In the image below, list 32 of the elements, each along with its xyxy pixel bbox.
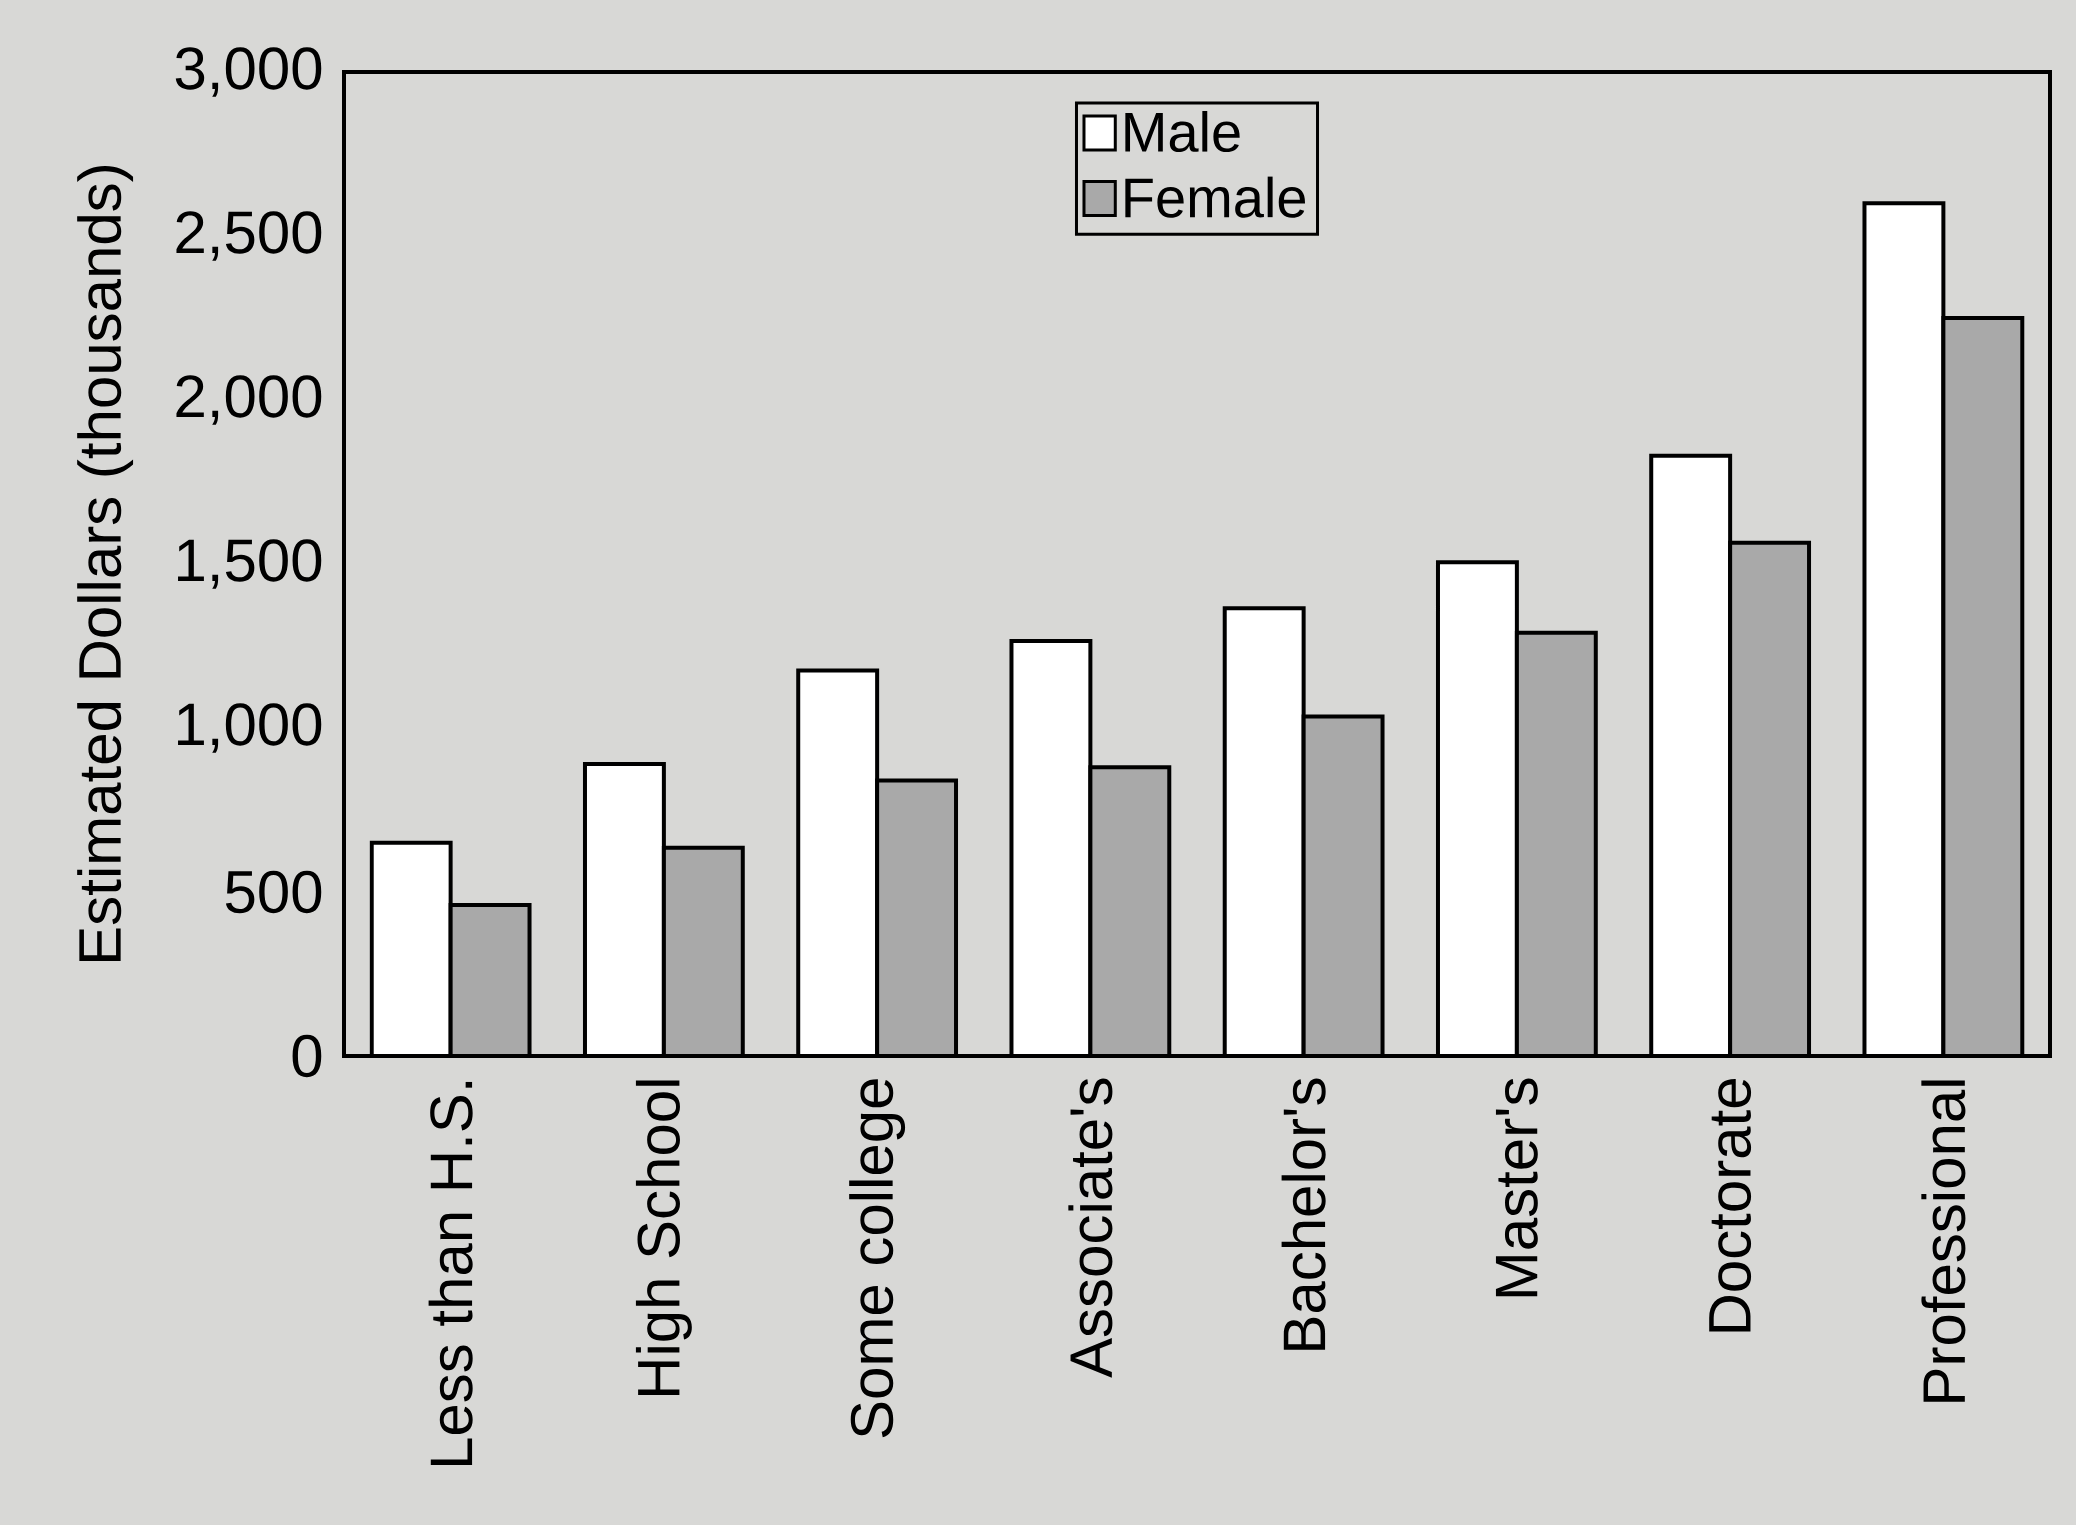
x-tick-label: Bachelor's bbox=[1281, 1078, 1326, 1350]
x-tick-label: High School bbox=[635, 1080, 692, 1395]
x-tick-label: Some college bbox=[849, 1079, 906, 1438]
x-tick-label: Less than H.S. bbox=[428, 1081, 473, 1466]
bar bbox=[1011, 641, 1091, 1056]
x-tick-label: Master's bbox=[1495, 1078, 1538, 1297]
y-tick-label: 1,500 bbox=[178, 539, 322, 589]
legend-label: Male bbox=[1125, 111, 1240, 153]
bar bbox=[1090, 767, 1170, 1056]
x-tick-label: Associate's bbox=[1068, 1078, 1113, 1378]
x-tick-label: Professional bbox=[1921, 1080, 1966, 1402]
bar bbox=[1730, 542, 1810, 1056]
bar bbox=[663, 847, 743, 1056]
bar bbox=[584, 764, 664, 1056]
bar bbox=[877, 780, 957, 1056]
bar bbox=[1516, 632, 1596, 1056]
bar bbox=[450, 905, 530, 1056]
legend-label: Female bbox=[1125, 176, 1305, 218]
y-tick-label: 0 bbox=[292, 1034, 322, 1078]
bar bbox=[1224, 608, 1304, 1056]
bar bbox=[371, 842, 451, 1056]
y-tick-label: 2,000 bbox=[176, 375, 322, 425]
bar bbox=[1437, 562, 1517, 1056]
bar bbox=[1651, 455, 1731, 1056]
bar bbox=[1303, 716, 1383, 1056]
y-tick-label: 1,000 bbox=[178, 703, 322, 753]
y-tick-label: 2,500 bbox=[176, 211, 322, 261]
y-axis-title: Estimated Dollars (thousands) bbox=[77, 166, 134, 961]
bar bbox=[798, 670, 878, 1056]
x-tick-label: Doctorate bbox=[1709, 1079, 1752, 1332]
y-tick-label: 500 bbox=[225, 870, 322, 914]
y-tick-label: 3,000 bbox=[175, 47, 322, 97]
